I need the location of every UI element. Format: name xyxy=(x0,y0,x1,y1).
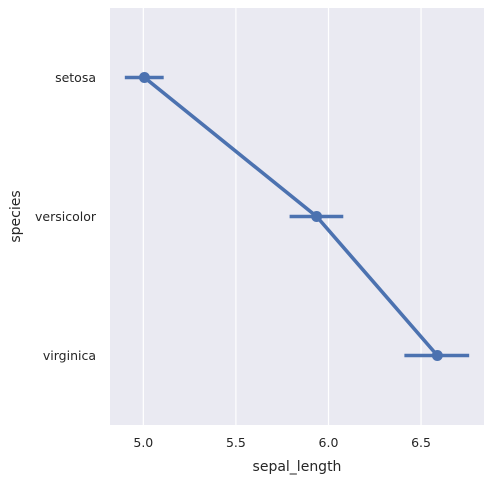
x-tick-label: 6.5 xyxy=(411,435,431,450)
data-point-virginica xyxy=(431,350,443,361)
data-point-setosa xyxy=(138,72,150,83)
x-tick-label: 5.5 xyxy=(226,435,246,450)
y-tick-labels: setosa versicolor virginica xyxy=(35,70,97,363)
x-axis-label: sepal_length xyxy=(253,459,342,475)
x-tick-label: 6.0 xyxy=(319,435,339,450)
x-tick-label: 5.0 xyxy=(133,435,153,450)
data-points xyxy=(138,72,443,361)
y-tick-label-versicolor: versicolor xyxy=(35,209,97,224)
y-axis-label: species xyxy=(8,190,24,242)
y-tick-label-setosa: setosa xyxy=(55,70,96,85)
x-tick-labels: 5.0 5.5 6.0 6.5 xyxy=(133,435,431,450)
data-point-versicolor xyxy=(311,211,323,222)
y-tick-label-virginica: virginica xyxy=(43,348,96,363)
